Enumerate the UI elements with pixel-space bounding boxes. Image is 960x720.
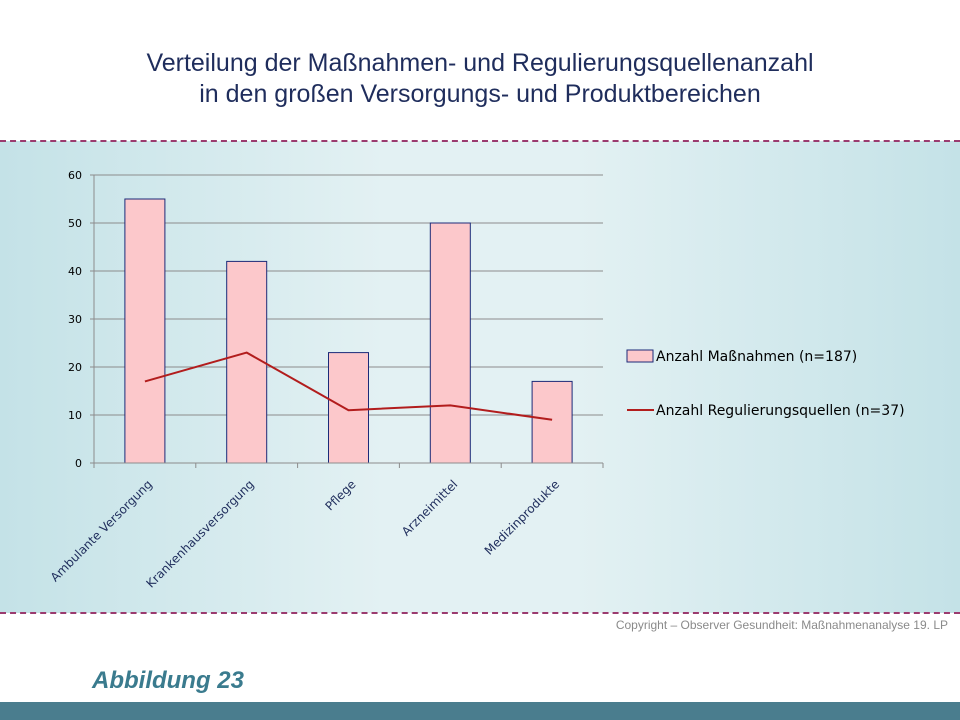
y-axis: 0 10 20 30 40 50 60 — [68, 169, 95, 470]
bar-massnahmen — [531, 380, 573, 464]
x-axis: Ambulante VersorgungKrankenhausversorgun… — [48, 462, 604, 591]
y-tick-label: 10 — [68, 409, 82, 422]
y-tick-label: 60 — [68, 169, 82, 182]
y-tick-label: 0 — [75, 457, 82, 470]
x-tick-label: Arzneimittel — [399, 477, 460, 538]
y-tick-label: 50 — [68, 217, 82, 230]
footer-bar — [0, 702, 960, 720]
bottom-dashed-divider — [0, 612, 960, 614]
copyright-note: Copyright – Observer Gesundheit: Maßnahm… — [615, 618, 948, 632]
y-tick-label: 30 — [68, 313, 82, 326]
title-line-1: Verteilung der Maßnahmen- und Regulierun… — [146, 49, 814, 77]
bar-massnahmen — [328, 352, 369, 464]
x-tick-label: Ambulante Versorgung — [48, 477, 155, 584]
y-tick-label: 20 — [68, 361, 82, 374]
x-tick-label: Krankenhausversorgung — [143, 477, 256, 590]
top-dashed-divider — [0, 140, 960, 142]
chart-title: Verteilung der Maßnahmen- und Regulierun… — [0, 48, 960, 110]
bar-series — [124, 198, 573, 464]
chart: 0 10 20 30 40 50 60 Ambulante VersorgungKranke… — [48, 169, 905, 591]
line-regulierungsquellen — [144, 351, 553, 421]
legend: Anzahl Maßnahmen (n=187) Anzahl Regulier… — [626, 349, 905, 419]
legend-label-regulierungsquellen: Anzahl Regulierungsquellen (n=37) — [656, 403, 905, 419]
bar-massnahmen — [124, 198, 166, 464]
x-tick-label: Medizinprodukte — [482, 477, 562, 557]
legend-label-massnahmen: Anzahl Maßnahmen (n=187) — [656, 349, 857, 365]
title-line-2: in den großen Versorgungs- und Produktbe… — [199, 80, 761, 108]
figure-label: Abbildung 23 — [92, 667, 244, 694]
line-series — [144, 351, 553, 421]
x-tick-label: Pflege — [322, 477, 358, 513]
legend-swatch-massnahmen — [626, 349, 654, 363]
y-tick-label: 40 — [68, 265, 82, 278]
bar-massnahmen — [226, 260, 268, 464]
bar-massnahmen — [429, 222, 471, 464]
